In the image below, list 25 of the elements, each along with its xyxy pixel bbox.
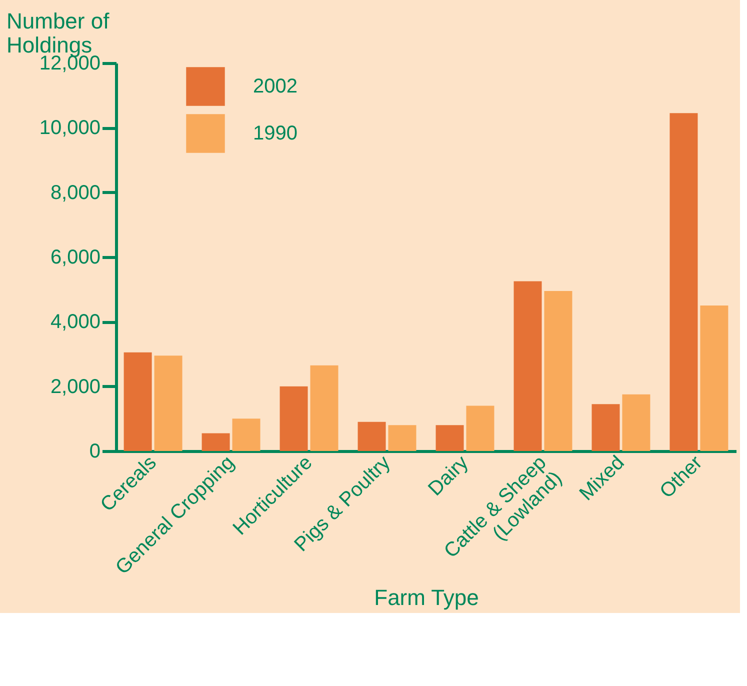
bar (466, 406, 494, 451)
bar (700, 306, 728, 451)
y-tick-label: 0 (89, 440, 100, 462)
bar (514, 281, 542, 451)
bar (358, 422, 386, 451)
legend-label: 2002 (253, 76, 298, 98)
bar (388, 425, 416, 451)
y-tick-label: 6,000 (50, 246, 100, 268)
bar (670, 113, 698, 451)
bar (202, 433, 230, 451)
legend-label: 1990 (253, 122, 298, 144)
y-tick-label: 2,000 (50, 376, 100, 398)
bar (280, 386, 308, 451)
bar (154, 356, 182, 451)
x-axis-title: Farm Type (374, 585, 479, 610)
bar (592, 404, 620, 451)
bar (232, 418, 260, 451)
bar (544, 290, 572, 451)
bar (124, 352, 152, 451)
y-tick-label: 4,000 (50, 311, 100, 334)
y-tick-label: 8,000 (50, 182, 100, 204)
y-tick-label: 10,000 (39, 117, 100, 140)
bar (310, 365, 338, 451)
bar (622, 394, 650, 451)
bar (436, 425, 464, 451)
